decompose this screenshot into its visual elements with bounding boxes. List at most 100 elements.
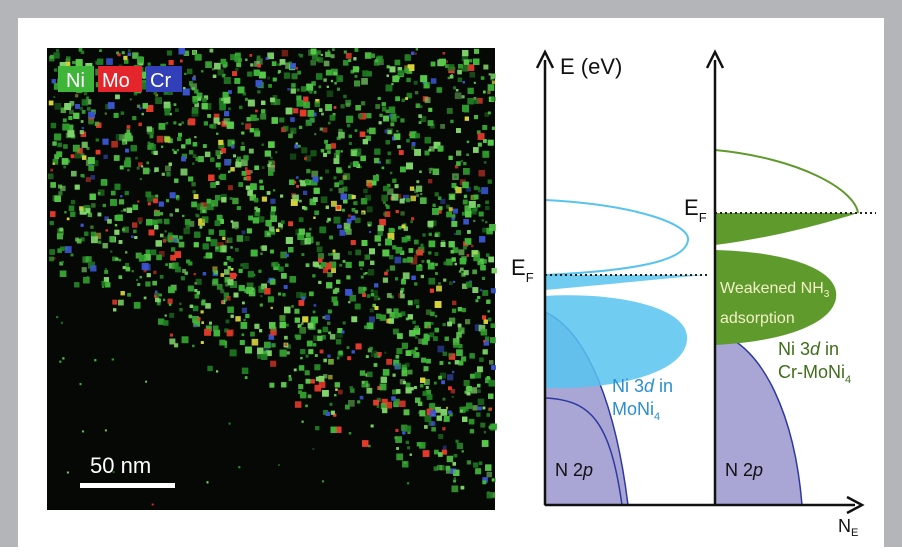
map-speckle [252, 339, 259, 346]
map-speckle [208, 175, 214, 181]
map-speckle [410, 454, 412, 456]
map-speckle [286, 254, 289, 257]
map-speckle [131, 236, 134, 239]
map-speckle [337, 357, 340, 360]
map-speckle [345, 100, 351, 106]
map-speckle [192, 87, 195, 90]
map-speckle [342, 331, 345, 334]
map-speckle [155, 210, 157, 212]
map-speckle [154, 151, 158, 155]
map-speckle [311, 171, 318, 178]
map-speckle [480, 265, 485, 270]
map-speckle [406, 350, 412, 356]
map-speckle [235, 248, 239, 252]
map-speckle [448, 411, 451, 414]
map-speckle [245, 314, 249, 318]
map-speckle [374, 149, 380, 155]
map-speckle [178, 133, 182, 137]
map-speckle [214, 330, 220, 336]
map-speckle [179, 242, 185, 248]
map-speckle [261, 109, 265, 113]
map-speckle [245, 167, 248, 170]
map-speckle [333, 289, 337, 293]
map-speckle [449, 194, 455, 200]
map-speckle [482, 480, 486, 484]
map-speckle [184, 228, 190, 234]
map-speckle [114, 155, 120, 161]
map-speckle [410, 196, 416, 202]
map-speckle [102, 286, 104, 288]
map-speckle [488, 112, 491, 115]
map-speckle [291, 131, 294, 134]
map-speckle [116, 134, 123, 141]
label-subscript: F [699, 210, 707, 225]
map-speckle [179, 124, 181, 126]
map-speckle [400, 199, 405, 204]
map-speckle [470, 429, 474, 433]
map-speckle [195, 294, 200, 299]
map-speckle [404, 409, 410, 415]
map-speckle [429, 403, 435, 409]
map-speckle [296, 335, 301, 340]
map-speckle [404, 68, 409, 73]
map-speckle [169, 163, 172, 166]
map-speckle [314, 188, 320, 194]
map-speckle [224, 159, 231, 166]
map-speckle [411, 217, 414, 220]
map-speckle [411, 52, 414, 55]
map-speckle [88, 165, 94, 171]
map-speckle [324, 359, 326, 361]
map-speckle [364, 326, 367, 329]
map-speckle [276, 229, 279, 232]
map-speckle [421, 358, 426, 363]
map-speckle [284, 336, 288, 340]
map-speckle [403, 381, 406, 384]
map-speckle [386, 269, 389, 272]
map-speckle [467, 230, 471, 234]
map-speckle [154, 225, 158, 229]
map-speckle [175, 108, 179, 112]
map-speckle [443, 323, 446, 326]
map-speckle [170, 213, 173, 216]
map-speckle [484, 320, 488, 324]
map-speckle [462, 95, 465, 98]
map-speckle [80, 107, 83, 110]
map-speckle [230, 167, 234, 171]
map-speckle [318, 330, 322, 334]
map-speckle [117, 53, 120, 56]
map-speckle [360, 268, 362, 270]
map-speckle [258, 270, 261, 273]
map-speckle [414, 240, 419, 245]
map-speckle [430, 312, 434, 316]
map-speckle [221, 273, 225, 277]
map-speckle [155, 97, 162, 104]
map-speckle [492, 81, 495, 84]
map-speckle [254, 198, 259, 203]
label-part: E [684, 195, 699, 220]
map-speckle [435, 233, 439, 237]
map-speckle [102, 139, 108, 145]
map-speckle [132, 116, 136, 120]
map-speckle [145, 381, 147, 383]
map-speckle [390, 265, 395, 270]
map-speckle [478, 399, 485, 406]
map-speckle [297, 100, 304, 107]
map-speckle [152, 281, 157, 286]
map-speckle [355, 304, 361, 310]
map-speckle [257, 118, 259, 120]
map-speckle [450, 120, 453, 123]
map-speckle [209, 124, 212, 127]
map-speckle [351, 240, 356, 245]
map-speckle [396, 447, 399, 450]
map-speckle [61, 322, 63, 324]
map-speckle [402, 99, 405, 102]
map-speckle [487, 413, 491, 417]
map-speckle [293, 108, 298, 113]
map-speckle [473, 405, 478, 410]
map-speckle [143, 103, 148, 108]
map-speckle [472, 287, 478, 293]
map-speckle [311, 81, 315, 85]
map-speckle [491, 365, 496, 370]
map-speckle [334, 158, 340, 164]
map-speckle [358, 114, 363, 119]
